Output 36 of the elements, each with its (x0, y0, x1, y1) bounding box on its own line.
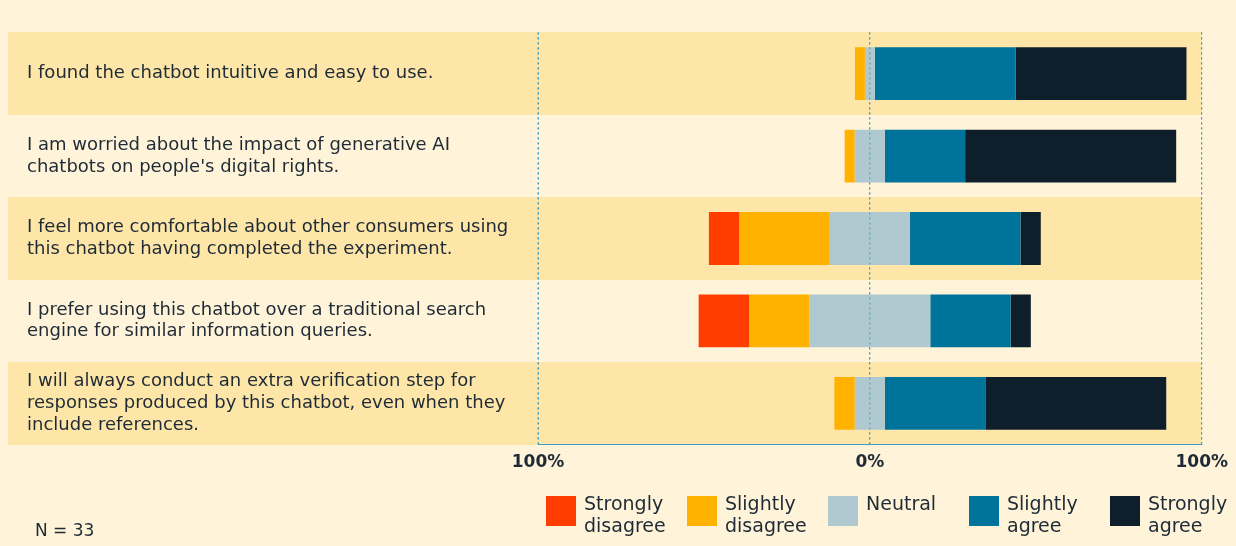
bar (749, 294, 810, 348)
legend-label: Strongly disagree (584, 492, 666, 536)
bar (854, 129, 885, 183)
bar (864, 47, 875, 100)
bar (834, 377, 855, 430)
legend-label: Slightly disagree (725, 492, 807, 536)
x-tick-label: 100% (1175, 451, 1229, 472)
x-tick-label: 0% (855, 451, 885, 472)
bar (985, 377, 1167, 430)
bar (965, 129, 1177, 183)
bar (1020, 212, 1041, 265)
bar (844, 129, 855, 183)
legend-label: Strongly agree (1148, 492, 1228, 536)
y-tick-label: I found the chatbot intuitive and easy to use. (27, 61, 434, 83)
y-tick-label: I am worried about the impact of generative AI chatbots on people's digital rights. (27, 132, 450, 176)
y-tick-label: I prefer using this chatbot over a traditional search engine for similar information queries. (27, 297, 487, 341)
y-tick-label: I will always conduct an extra verification step for responses produced by this chatbot, even when they include references. (27, 369, 506, 434)
bar (854, 47, 865, 100)
bar (910, 212, 1021, 265)
bar (698, 294, 750, 348)
bar (1015, 47, 1187, 100)
y-tick-label: I feel more comfortable about other consumers using this chatbot having completed the experiment. (27, 215, 509, 258)
bar (829, 212, 911, 265)
bar (854, 377, 885, 430)
bar (1010, 294, 1031, 348)
bar (874, 47, 1016, 100)
x-tick-label: 100% (511, 451, 565, 472)
legend-label: Neutral (866, 492, 937, 514)
bar (884, 377, 986, 430)
bar (930, 294, 1011, 348)
text: N = 33 (35, 520, 95, 540)
bar (884, 129, 966, 183)
bar (708, 212, 740, 265)
bar (809, 294, 931, 348)
bar (739, 212, 830, 265)
legend-label: Slightly agree (1007, 492, 1078, 536)
